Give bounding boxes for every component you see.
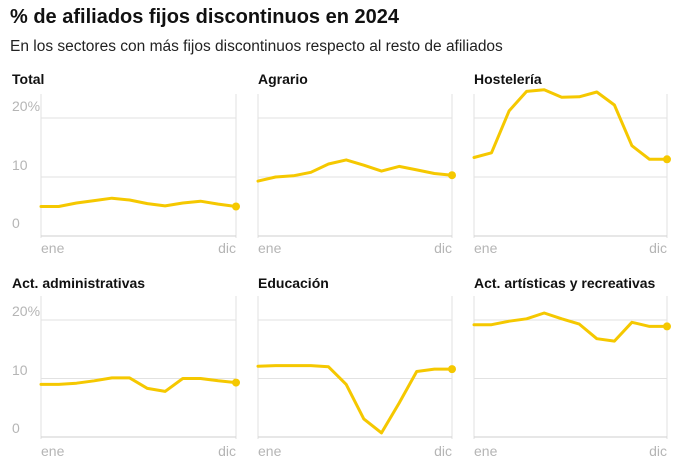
x-tick-label: dic [434,443,452,459]
series-line [258,366,452,433]
panel-0: Total 20% 10 0 ene dic [12,71,240,256]
y-tick-label: 10 [12,157,28,173]
x-tick-label: dic [218,240,236,256]
end-point-marker [232,379,240,387]
x-tick-label: dic [649,443,667,459]
end-point-marker [663,155,671,163]
x-tick-label: ene [474,443,498,459]
end-point-marker [448,171,456,179]
x-tick-label: ene [41,443,65,459]
x-tick-label: ene [474,240,498,256]
y-tick-label: 0 [12,215,20,231]
series-line [41,198,236,206]
end-point-marker [448,365,456,373]
panel-2: Hostelería ene dic [474,71,671,256]
x-tick-label: dic [218,443,236,459]
x-tick-label: ene [258,443,282,459]
panel-3: Act. administrativas 20% 10 0 ene dic [12,275,240,459]
y-tick-label: 20% [12,98,40,114]
panel-title: Agrario [258,71,308,87]
x-tick-label: ene [258,240,282,256]
small-multiples-chart: Total20%100ene dicAgrarioene dicHostelería… [0,0,680,471]
panel-1: Agrario ene dic [258,71,456,256]
y-tick-label: 0 [12,420,20,436]
end-point-marker [232,203,240,211]
series-line [474,313,667,341]
panel-title: Hostelería [474,71,542,87]
series-line [474,90,667,160]
series-line [41,378,236,392]
panel-title: Educación [258,275,329,291]
x-tick-label: dic [649,240,667,256]
panel-4: Educación ene dic [258,275,456,459]
x-tick-label: ene [41,240,65,256]
panel-title: Total [12,71,44,87]
x-tick-label: dic [434,240,452,256]
y-tick-label: 20% [12,303,40,319]
panel-title: Act. administrativas [12,275,145,291]
series-line [258,160,452,181]
y-tick-label: 10 [12,362,28,378]
end-point-marker [663,322,671,330]
panel-title: Act. artísticas y recreativas [474,275,656,291]
panel-5: Act. artísticas y recreativas ene dic [474,275,671,459]
